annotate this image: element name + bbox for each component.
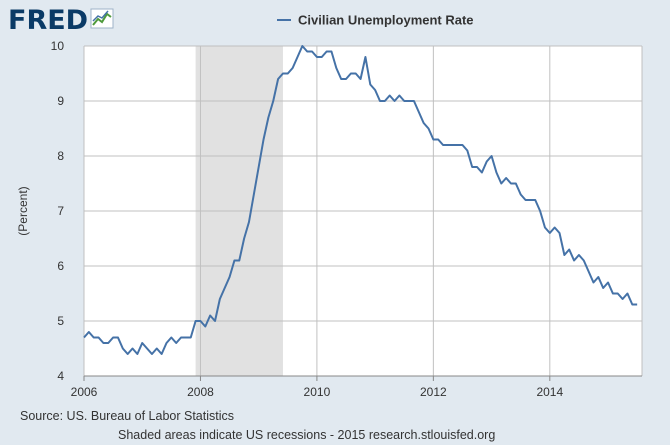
x-tick-label: 2012 — [420, 385, 447, 399]
y-tick-label: 8 — [57, 149, 64, 163]
series-line-0 — [83, 45, 638, 355]
y-tick-label: 4 — [57, 369, 64, 383]
footnote-text: Shaded areas indicate US recessions - 20… — [118, 428, 496, 442]
source-text: Source: US. Bureau of Labor Statistics — [20, 409, 234, 423]
legend: Civilian Unemployment Rate — [277, 13, 474, 28]
fred-logo-text: FRED — [8, 5, 88, 36]
y-tick-label: 6 — [57, 259, 64, 273]
x-tick-label: 2008 — [187, 385, 214, 399]
chart-logo-icon — [90, 8, 114, 29]
x-tick-label: 2014 — [536, 385, 563, 399]
y-tick-label: 5 — [57, 314, 64, 328]
x-tick-label: 2006 — [71, 385, 98, 399]
series-layer — [83, 45, 638, 355]
y-tick-label: 10 — [51, 39, 65, 53]
y-tick-label: 9 — [57, 94, 64, 108]
y-axis-label: (Percent) — [16, 186, 30, 235]
y-tick-label: 7 — [57, 204, 64, 218]
fred-logo[interactable]: FRED — [8, 5, 114, 36]
y-axis: 4 5 6 7 8 9 10 — [51, 39, 65, 383]
legend-label: Civilian Unemployment Rate — [298, 13, 474, 28]
x-tick-label: 2010 — [304, 385, 331, 399]
x-axis: 2006 2008 2010 2012 2014 — [71, 375, 642, 399]
